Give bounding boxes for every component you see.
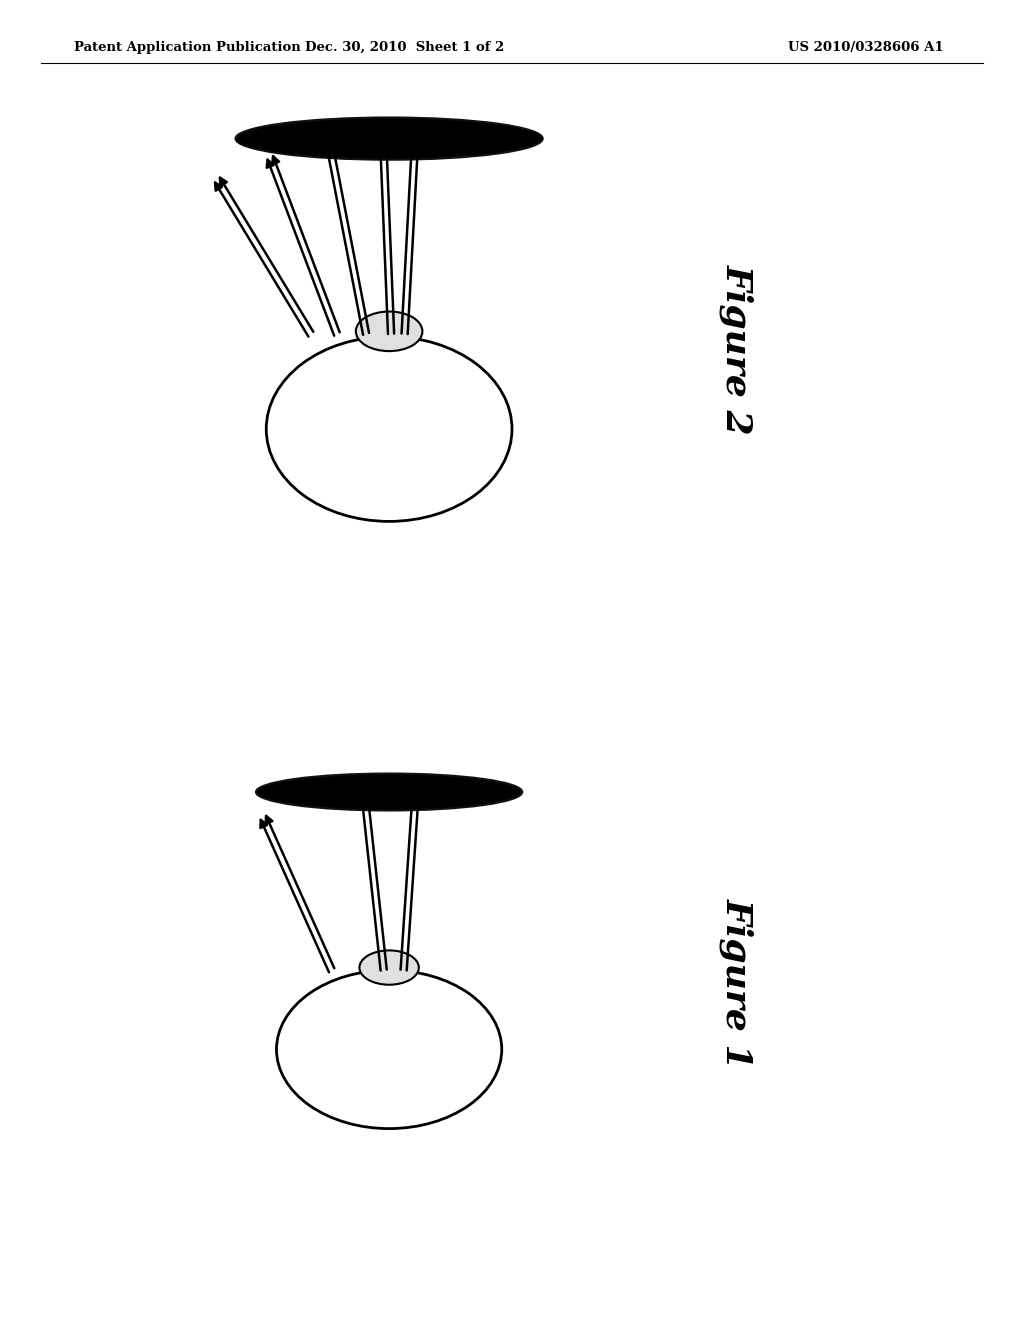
Text: US 2010/0328606 A1: US 2010/0328606 A1	[788, 41, 944, 54]
Ellipse shape	[356, 312, 422, 351]
Text: Figure 2: Figure 2	[720, 264, 755, 436]
Ellipse shape	[256, 774, 522, 810]
Ellipse shape	[266, 337, 512, 521]
Text: Patent Application Publication: Patent Application Publication	[74, 41, 300, 54]
Text: Figure 1: Figure 1	[720, 898, 755, 1069]
Ellipse shape	[236, 117, 543, 160]
Ellipse shape	[359, 950, 419, 985]
Text: Dec. 30, 2010  Sheet 1 of 2: Dec. 30, 2010 Sheet 1 of 2	[305, 41, 504, 54]
Ellipse shape	[276, 970, 502, 1129]
